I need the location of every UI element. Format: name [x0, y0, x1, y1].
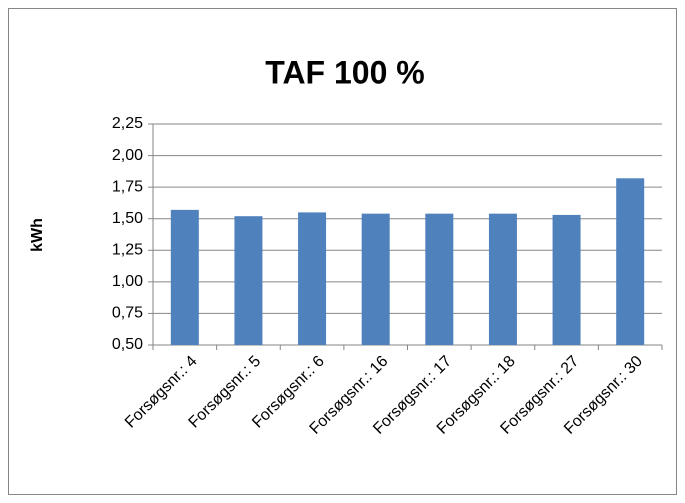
bar [170, 209, 199, 345]
y-tick-label: 2,25 [112, 115, 143, 132]
chart-title: TAF 100 % [265, 54, 424, 90]
bar [552, 214, 581, 345]
y-tick-label: 1,00 [112, 273, 143, 290]
bar [298, 212, 327, 345]
bar [425, 213, 454, 345]
bar [488, 213, 517, 345]
bar [234, 216, 263, 345]
bar [361, 213, 390, 345]
y-tick-label: 1,75 [112, 178, 143, 195]
y-tick-label: 0,50 [112, 336, 143, 353]
y-tick-label: 0,75 [112, 305, 143, 322]
y-tick-label: 1,50 [112, 210, 143, 227]
y-axis-label: kWh [29, 218, 46, 252]
bar [616, 178, 645, 345]
y-tick-label: 2,00 [112, 147, 143, 164]
y-tick-label: 1,25 [112, 242, 143, 259]
